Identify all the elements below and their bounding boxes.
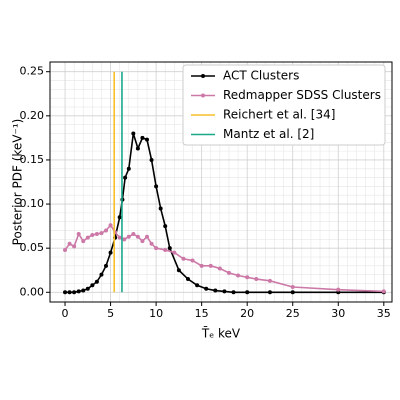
series-line (64, 223, 384, 293)
point (176, 268, 181, 273)
point (76, 289, 81, 294)
point (226, 270, 231, 275)
point (163, 224, 168, 229)
legend-label: Reichert et al. [34] (223, 108, 335, 122)
point (290, 285, 295, 289)
point (381, 289, 386, 294)
point (267, 290, 272, 295)
point (167, 246, 172, 251)
point (213, 288, 218, 293)
point (72, 290, 77, 295)
point (63, 247, 68, 252)
point (99, 231, 104, 236)
point (181, 256, 186, 261)
point (140, 239, 145, 244)
point (76, 232, 81, 237)
x-axis-label: T̄ₑ keV (201, 326, 241, 340)
x-tick-label: 25 (286, 307, 300, 320)
point (104, 263, 109, 268)
point (108, 250, 113, 255)
point (336, 287, 341, 292)
point (185, 277, 190, 282)
legend-label: ACT Clusters (223, 69, 299, 83)
point (245, 290, 250, 295)
point (149, 157, 154, 162)
point (208, 263, 213, 268)
y-tick-label: 0.25 (20, 65, 45, 78)
point (154, 184, 159, 189)
point (63, 290, 68, 295)
x-tick-label: 30 (331, 307, 345, 320)
x-tick-label: 20 (240, 307, 254, 320)
point (236, 273, 241, 278)
point (172, 250, 177, 255)
x-tick-label: 35 (377, 307, 391, 320)
point (144, 234, 149, 239)
legend-box (182, 64, 386, 146)
point (85, 235, 90, 240)
point (204, 286, 209, 291)
point (140, 135, 145, 140)
point (195, 283, 200, 288)
point (94, 232, 99, 237)
point (67, 241, 72, 246)
point (163, 247, 168, 252)
legend-marker (201, 93, 205, 98)
y-tick-label: 0.10 (20, 197, 45, 210)
point (90, 232, 95, 237)
point (104, 228, 109, 233)
plot-frame (49, 61, 393, 303)
point (94, 279, 99, 284)
point (290, 290, 295, 295)
point (117, 235, 122, 240)
y-tick-label: 0.05 (20, 241, 45, 254)
point (117, 215, 122, 220)
point (231, 290, 236, 295)
point (126, 234, 131, 239)
point (126, 166, 131, 171)
point (144, 137, 149, 142)
point (122, 237, 127, 242)
point (217, 266, 222, 271)
x-tick-label: 15 (195, 307, 209, 320)
x-tick-label: 10 (149, 307, 163, 320)
point (90, 283, 95, 288)
y-tick-label: 0.00 (20, 285, 45, 298)
point (108, 223, 113, 228)
point (199, 263, 204, 268)
point (135, 234, 140, 239)
y-tick-label: 0.15 (20, 153, 45, 166)
legend: ACT Clusters Redmapper SDSS Clusters Reich… (182, 64, 386, 146)
point (190, 258, 195, 263)
point (72, 244, 77, 249)
point (135, 146, 140, 151)
point (81, 288, 86, 293)
point (245, 275, 250, 280)
y-axis-label: Posterior PDF (keV⁻¹) (11, 119, 25, 246)
point (149, 241, 154, 246)
point (81, 239, 86, 244)
x-tick-label: 0 (62, 307, 69, 320)
x-tick-label: 5 (107, 307, 114, 320)
point (254, 277, 259, 282)
point (131, 131, 136, 136)
point (131, 232, 136, 237)
point (99, 272, 104, 277)
point (267, 278, 272, 283)
legend-label: Mantz et al. [2] (223, 127, 314, 141)
point (158, 206, 163, 211)
legend-marker (201, 74, 205, 78)
legend-label: Redmapper SDSS Clusters (223, 88, 381, 102)
point (85, 286, 90, 291)
point (123, 175, 128, 180)
point (154, 246, 159, 251)
y-tick-label: 0.20 (20, 109, 45, 122)
point (67, 290, 72, 295)
point (222, 289, 227, 294)
